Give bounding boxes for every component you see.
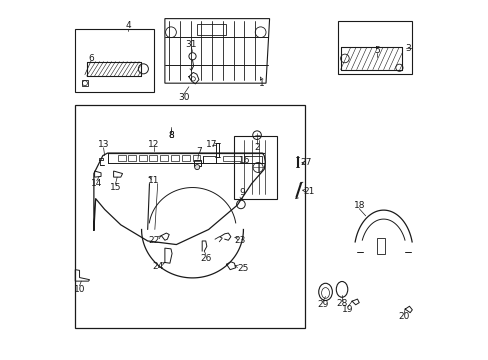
Text: 9: 9 xyxy=(239,188,245,197)
Text: 5: 5 xyxy=(373,46,379,55)
Text: 13: 13 xyxy=(98,140,109,149)
Bar xyxy=(139,154,146,161)
Text: 16: 16 xyxy=(238,156,250,165)
Text: 14: 14 xyxy=(91,179,102,188)
Bar xyxy=(160,154,168,161)
Bar xyxy=(75,105,304,328)
Text: 7: 7 xyxy=(195,147,201,156)
Text: 6: 6 xyxy=(88,54,94,63)
Text: 2: 2 xyxy=(254,143,259,152)
Text: 27: 27 xyxy=(300,158,311,167)
Text: 26: 26 xyxy=(200,254,211,263)
Text: 24: 24 xyxy=(152,262,163,271)
Bar xyxy=(223,156,241,161)
Circle shape xyxy=(194,165,199,170)
Text: 12: 12 xyxy=(148,140,160,149)
Text: 25: 25 xyxy=(237,265,248,274)
Text: 20: 20 xyxy=(398,312,409,321)
Bar xyxy=(192,154,200,161)
Bar xyxy=(337,21,411,74)
Bar xyxy=(171,154,179,161)
Text: 8: 8 xyxy=(168,131,174,140)
Text: 31: 31 xyxy=(185,40,197,49)
Text: 4: 4 xyxy=(125,21,130,30)
Text: 17: 17 xyxy=(205,140,217,149)
Text: 30: 30 xyxy=(178,93,189,102)
Bar xyxy=(118,154,126,161)
Text: 29: 29 xyxy=(316,300,328,309)
Text: 3: 3 xyxy=(405,44,410,53)
Bar xyxy=(82,80,88,86)
Text: 23: 23 xyxy=(234,236,245,245)
Text: 18: 18 xyxy=(353,201,364,210)
Bar xyxy=(234,136,277,199)
Bar xyxy=(244,156,262,163)
Text: 22: 22 xyxy=(148,237,160,246)
Bar xyxy=(182,154,189,161)
Text: 28: 28 xyxy=(336,299,347,308)
Bar xyxy=(149,154,157,161)
Bar xyxy=(197,24,225,35)
Bar xyxy=(75,30,154,92)
Text: 19: 19 xyxy=(341,305,353,314)
Bar xyxy=(376,238,384,253)
Text: 15: 15 xyxy=(109,183,121,192)
Text: 8: 8 xyxy=(168,131,174,140)
Bar xyxy=(203,156,215,163)
Text: 1: 1 xyxy=(258,79,264,88)
Bar xyxy=(128,154,136,161)
Text: 10: 10 xyxy=(74,285,85,294)
Bar xyxy=(194,160,201,166)
Text: 11: 11 xyxy=(148,176,160,185)
Text: 21: 21 xyxy=(303,187,314,196)
Bar xyxy=(215,143,219,157)
